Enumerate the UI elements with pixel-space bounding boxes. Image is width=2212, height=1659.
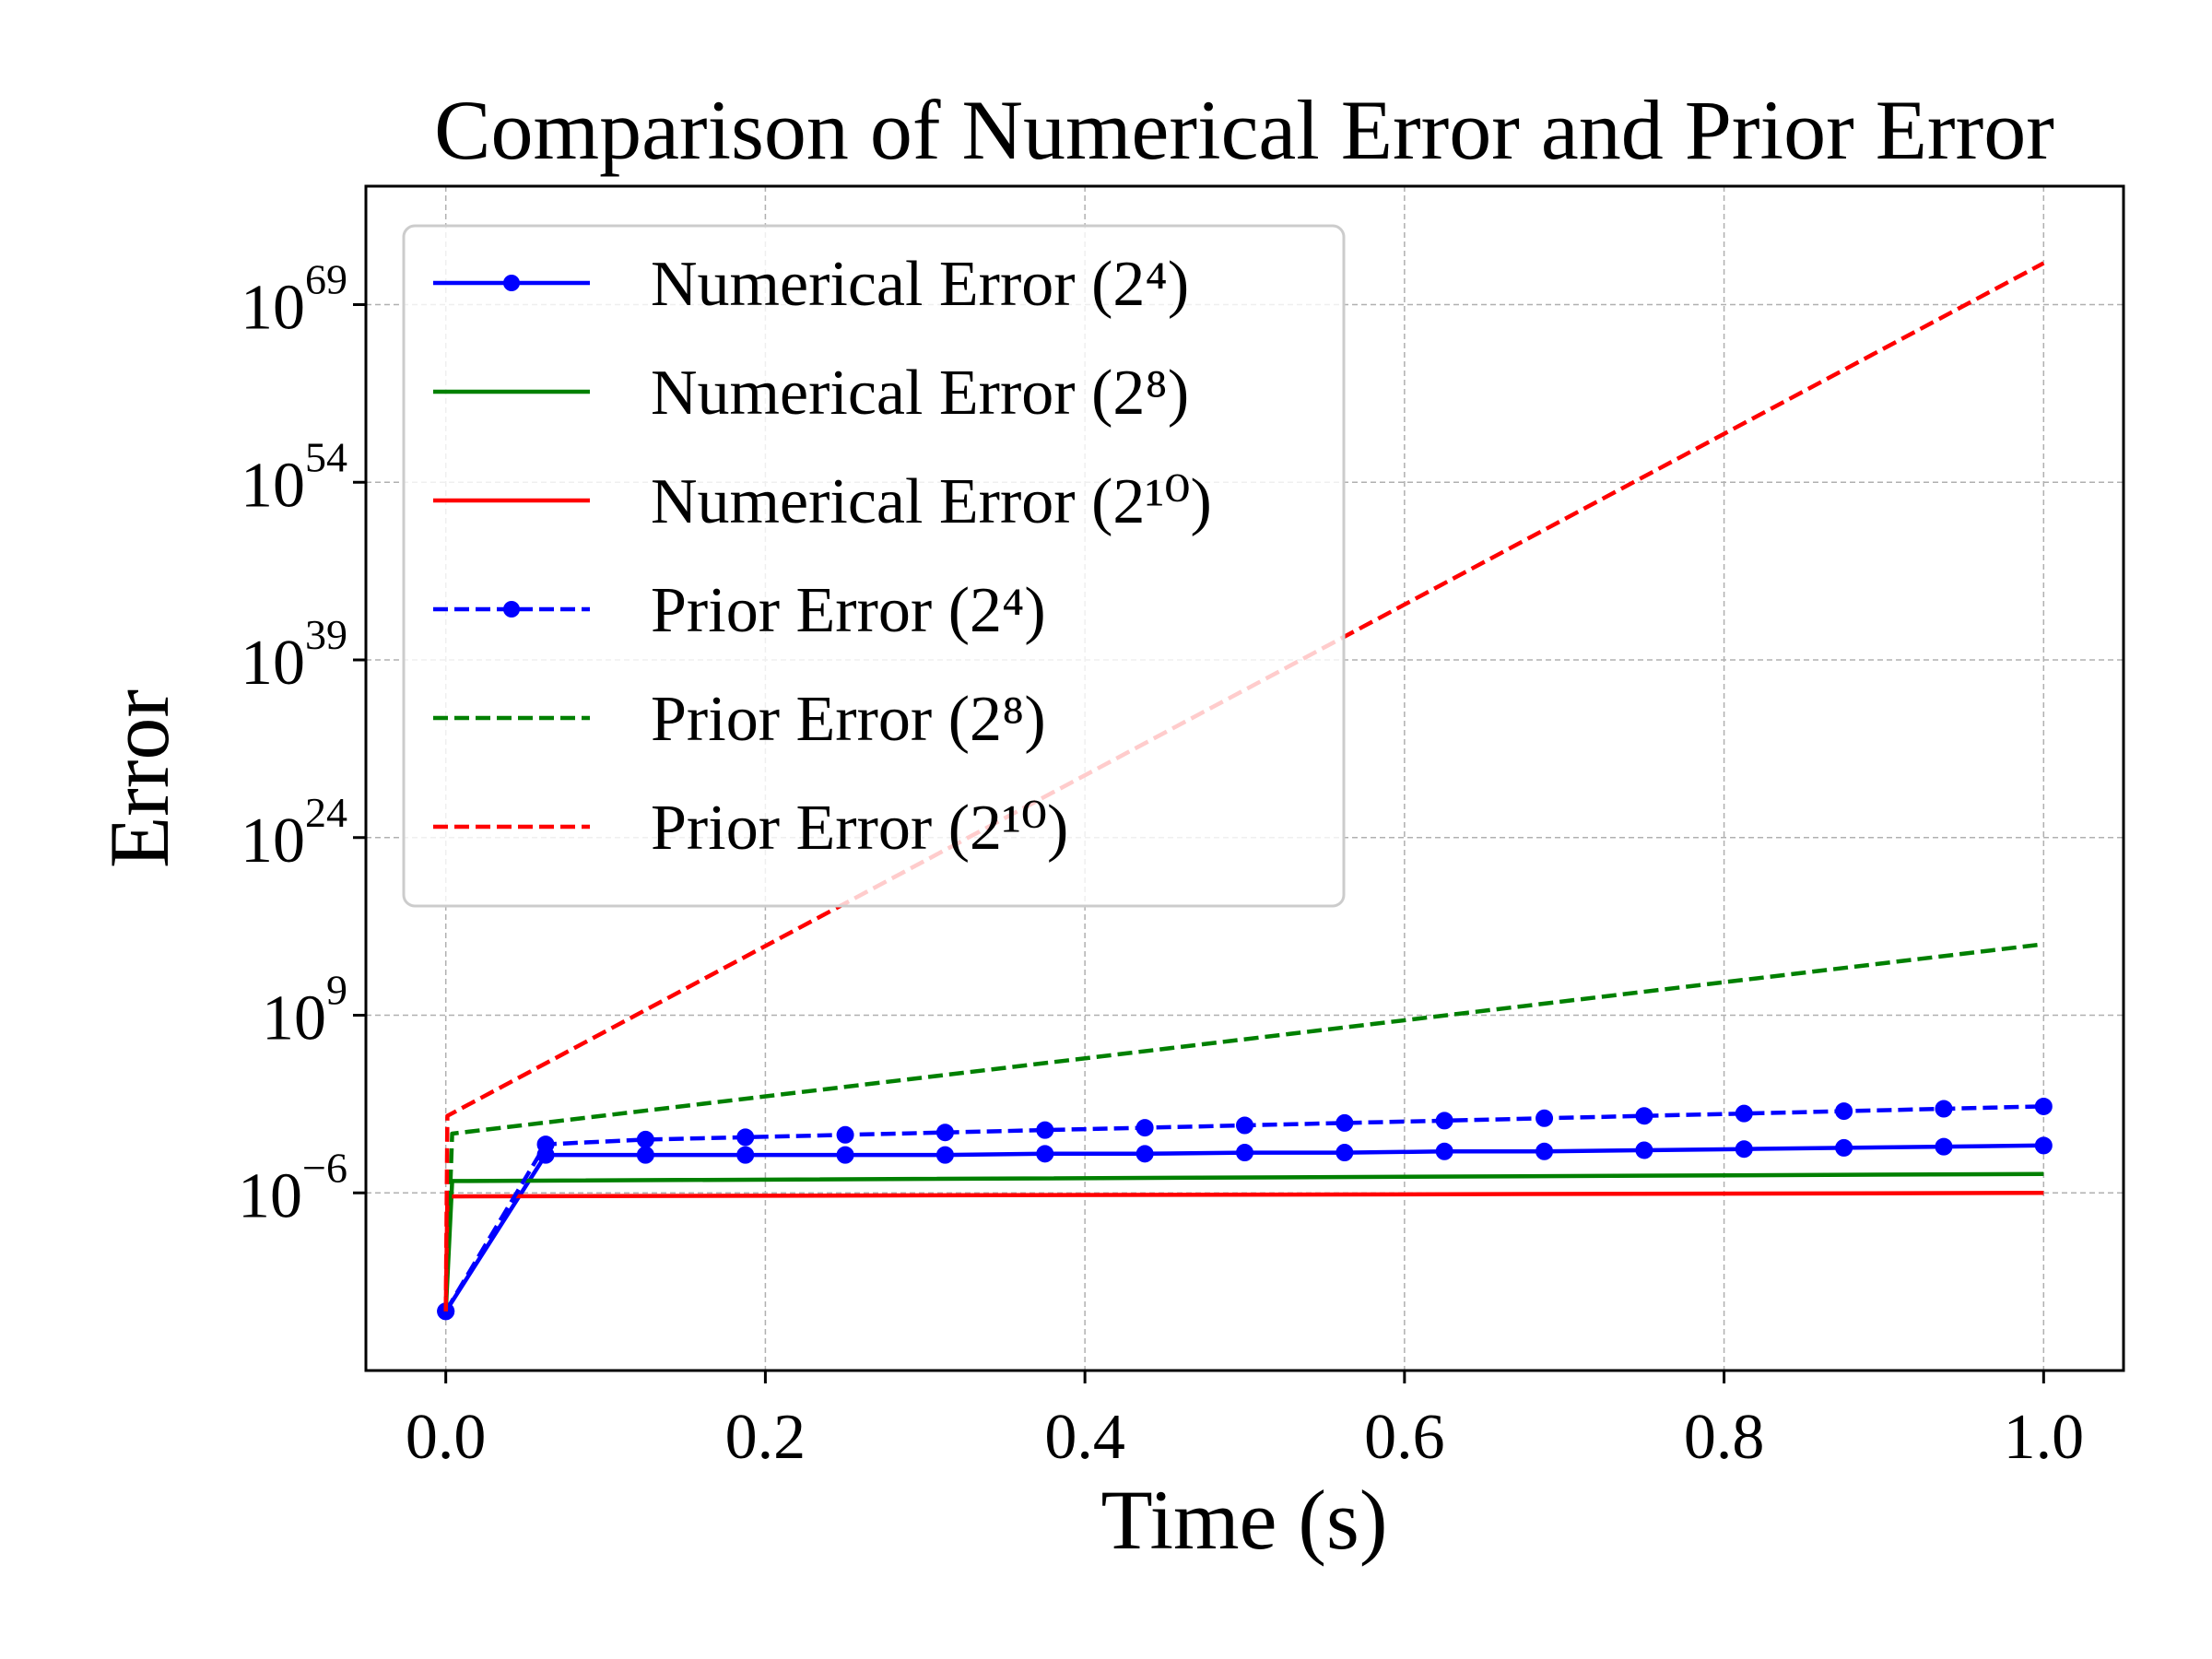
legend-marker [503, 601, 520, 618]
data-point [1036, 1145, 1054, 1163]
data-point [2034, 1136, 2053, 1155]
data-point [1835, 1102, 1853, 1121]
data-point [1935, 1100, 1953, 1118]
data-point [636, 1146, 654, 1164]
data-point [1335, 1144, 1354, 1162]
data-point [1535, 1109, 1554, 1127]
data-point [836, 1125, 854, 1144]
x-tick-label: 0.2 [725, 1402, 806, 1473]
data-point [935, 1124, 954, 1142]
data-point [1635, 1107, 1653, 1125]
y-tick-base: 10 [241, 628, 305, 699]
data-point [935, 1146, 954, 1164]
plot-frame [364, 184, 2125, 1372]
y-tick-exponent: −6 [302, 1144, 347, 1191]
series-line [443, 942, 2044, 1312]
data-point [736, 1128, 755, 1147]
y-tick-exponent: 54 [305, 433, 347, 480]
data-point [1135, 1145, 1154, 1163]
data-point [1735, 1140, 1753, 1159]
data-point [1135, 1119, 1154, 1137]
y-tick-base: 10 [238, 1160, 302, 1231]
legend-item: Prior Error (2¹⁰) [433, 793, 1068, 864]
y-tick-label: 1039 [241, 611, 347, 699]
legend: Numerical Error (2⁴) Numerical Error (2⁸)… [402, 224, 1346, 908]
data-point [1036, 1121, 1054, 1139]
data-point [1236, 1144, 1253, 1162]
series-5 [443, 261, 2045, 1312]
data-point [2034, 1097, 2053, 1115]
data-point [1835, 1138, 1853, 1157]
series-4 [443, 942, 2044, 1312]
x-tick-label: 0.6 [1364, 1402, 1445, 1473]
series-line [443, 1191, 2044, 1312]
chart-title: Comparison of Numerical Error and Prior … [434, 83, 2054, 177]
legend-label: Numerical Error (2⁴) [651, 249, 1189, 320]
data-point [1935, 1137, 1953, 1156]
data-point [736, 1146, 755, 1164]
y-tick-exponent: 39 [305, 611, 347, 658]
y-tick-exponent: 69 [305, 256, 347, 303]
legend-label: Prior Error (2¹⁰) [651, 793, 1068, 864]
legend-box [402, 224, 1346, 908]
legend-label: Prior Error (2⁴) [651, 575, 1046, 646]
data-point [1236, 1116, 1253, 1135]
x-tick-label: 0.8 [1684, 1402, 1765, 1473]
y-tick-base: 10 [262, 983, 326, 1054]
plot-series [437, 261, 2053, 1321]
y-tick-base: 10 [241, 273, 305, 344]
legend-item: Numerical Error (2⁸) [433, 358, 1189, 429]
series-3 [437, 1097, 2053, 1321]
y-tick-label: 1069 [241, 256, 347, 344]
data-point [1335, 1113, 1354, 1132]
legend-label: Numerical Error (2¹⁰) [651, 466, 1212, 537]
y-tick-base: 10 [241, 806, 305, 877]
data-point [1435, 1112, 1453, 1130]
data-point [1635, 1141, 1653, 1159]
series-line [443, 1104, 2044, 1312]
y-tick-label: 109 [262, 967, 347, 1054]
axis-ticks: 0.0 0.2 0.4 0.6 0.8 1.010−6109102410391054106… [238, 256, 2084, 1474]
data-point [1435, 1142, 1453, 1160]
data-point [836, 1146, 854, 1164]
data-point [1535, 1142, 1554, 1160]
series-0 [437, 1136, 2053, 1321]
series-2 [443, 1191, 2044, 1312]
series-line [443, 261, 2045, 1312]
legend-item: Numerical Error (2⁴) [433, 249, 1189, 320]
legend-marker [503, 275, 520, 291]
y-tick-base: 10 [241, 450, 305, 521]
y-axis-label: Error [92, 689, 186, 868]
y-tick-label: 10−6 [238, 1144, 347, 1231]
legend-item: Prior Error (2⁸) [433, 684, 1046, 755]
x-tick-label: 0.4 [1044, 1402, 1125, 1473]
data-point [536, 1135, 555, 1154]
data-point [636, 1130, 654, 1148]
y-tick-label: 1054 [241, 433, 347, 521]
legend-label: Numerical Error (2⁸) [651, 358, 1189, 429]
y-tick-label: 1024 [241, 789, 347, 877]
x-tick-label: 1.0 [2004, 1402, 2085, 1473]
data-point [1735, 1104, 1753, 1123]
series-line [443, 1143, 2044, 1313]
legend-item: Prior Error (2⁴) [433, 575, 1046, 646]
legend-label: Prior Error (2⁸) [651, 684, 1046, 755]
x-axis-label: Time (s) [1101, 1473, 1388, 1567]
legend-item: Numerical Error (2¹⁰) [433, 466, 1212, 537]
y-tick-exponent: 24 [305, 789, 347, 836]
x-tick-label: 0.0 [406, 1402, 487, 1473]
y-tick-exponent: 9 [326, 967, 347, 1014]
